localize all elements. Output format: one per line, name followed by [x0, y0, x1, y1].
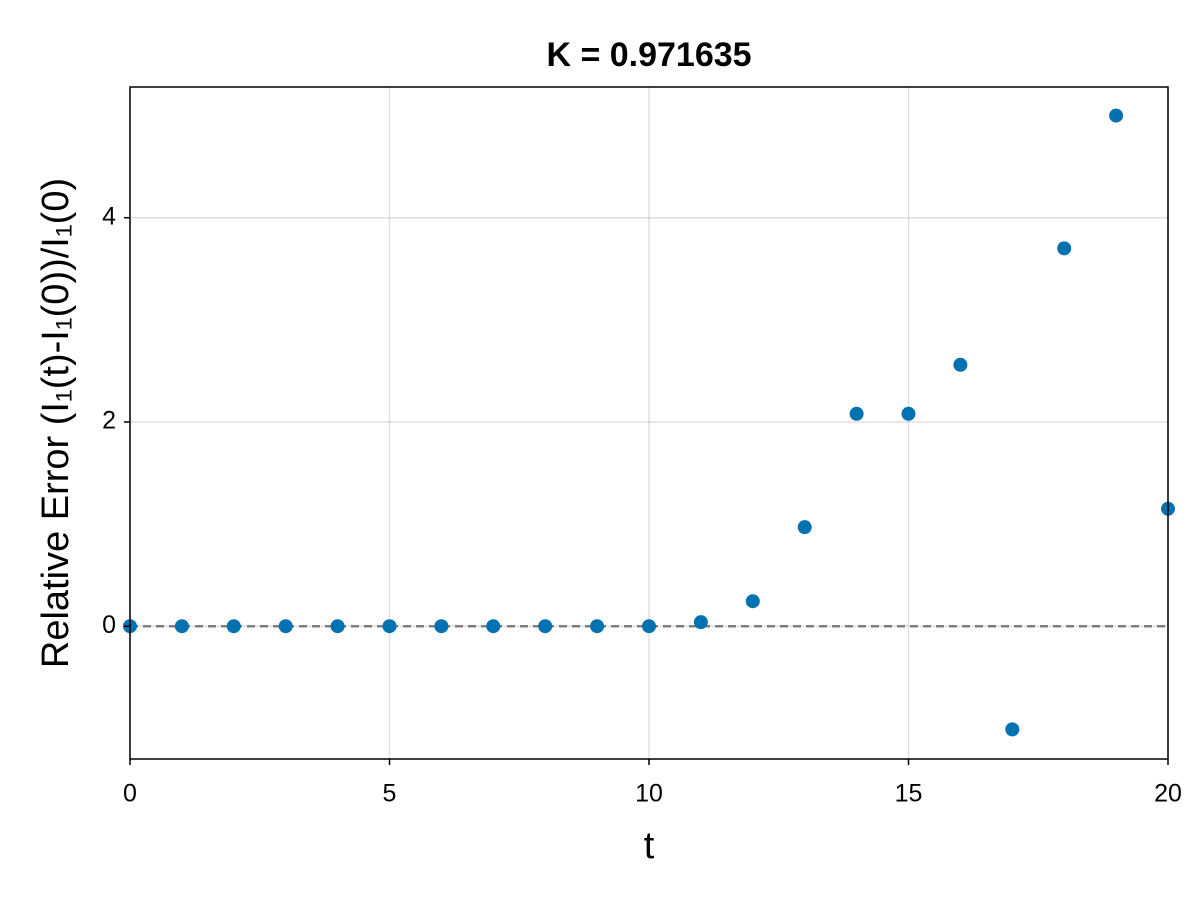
- data-point: [797, 520, 812, 535]
- data-point: [1109, 108, 1124, 123]
- plot-area: [123, 108, 1175, 737]
- data-point: [642, 619, 656, 634]
- y-tick-label: 2: [102, 407, 116, 435]
- y-tick-label: 0: [102, 611, 116, 639]
- chart-title: K = 0.971635: [546, 36, 751, 74]
- data-point: [538, 619, 553, 634]
- x-tick-label: 0: [123, 780, 137, 808]
- data-point: [745, 594, 760, 609]
- data-point: [486, 619, 501, 634]
- data-point: [434, 619, 449, 634]
- data-point: [278, 619, 293, 634]
- data-point: [226, 619, 241, 634]
- y-tick-label: 4: [102, 202, 116, 230]
- data-point: [174, 619, 189, 634]
- data-point: [590, 619, 605, 634]
- x-tick-label: 20: [1154, 780, 1182, 808]
- x-tick-label: 5: [383, 780, 397, 808]
- data-point: [1005, 722, 1020, 737]
- data-point: [330, 619, 345, 634]
- x-axis-label: t: [644, 825, 655, 867]
- data-point: [693, 615, 708, 630]
- data-point: [1057, 241, 1072, 256]
- x-tick-label: 15: [895, 780, 923, 808]
- data-point: [901, 406, 916, 421]
- y-axis-label: Relative Error (I₁(t)-I₁(0))/I₁(0): [35, 178, 77, 668]
- data-point: [953, 357, 968, 372]
- data-point: [849, 406, 864, 421]
- data-point: [382, 619, 397, 634]
- x-tick-label: 10: [635, 780, 663, 808]
